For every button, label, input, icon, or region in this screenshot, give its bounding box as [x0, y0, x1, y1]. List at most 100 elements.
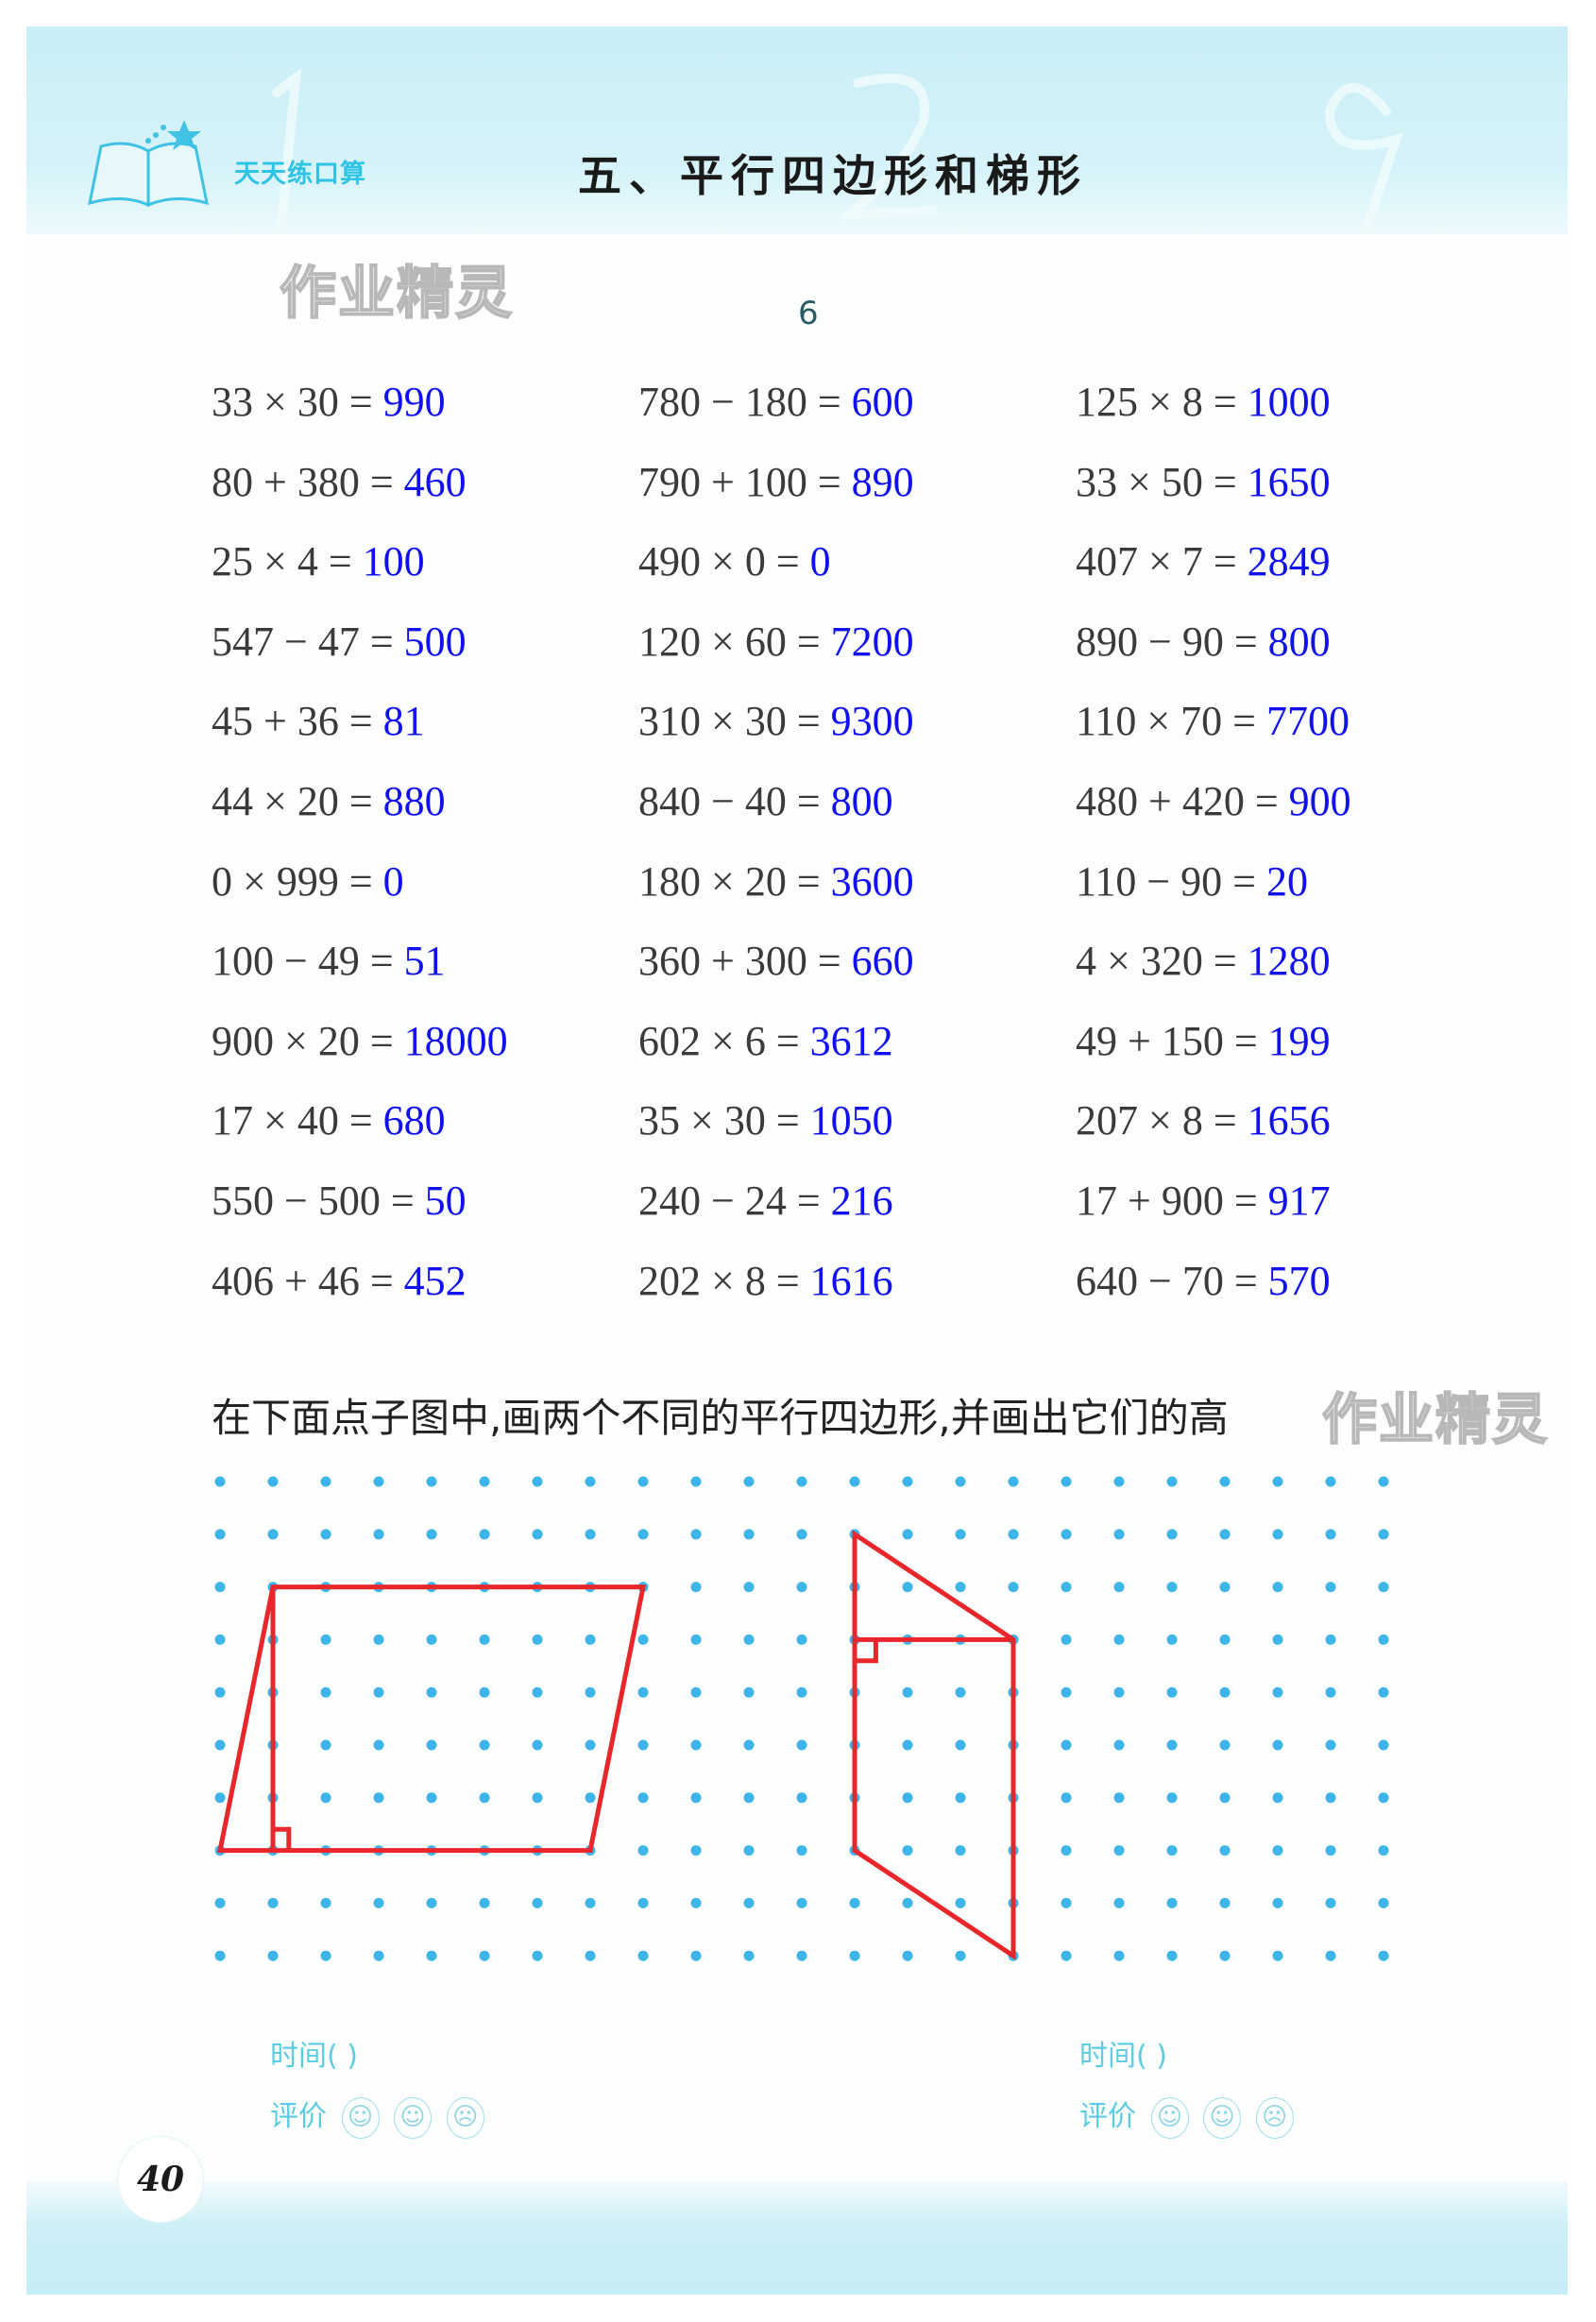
grid-dot[interactable]: [532, 1897, 543, 1908]
grid-dot[interactable]: [214, 1529, 226, 1540]
grid-dot[interactable]: [214, 1686, 226, 1698]
grid-dot[interactable]: [214, 1582, 226, 1593]
grid-dot[interactable]: [637, 1845, 649, 1856]
grid-dot[interactable]: [1378, 1686, 1389, 1698]
grid-dot[interactable]: [1219, 1529, 1231, 1540]
grid-dot[interactable]: [1008, 1529, 1019, 1540]
grid-dot[interactable]: [743, 1950, 755, 1961]
grid-dot[interactable]: [1219, 1634, 1231, 1645]
big-smile-face-icon[interactable]: ☺: [1150, 2096, 1189, 2139]
smile-face-icon[interactable]: ☺: [394, 2096, 433, 2139]
grid-dot[interactable]: [373, 1476, 384, 1487]
grid-dot[interactable]: [1272, 1792, 1283, 1804]
grid-dot[interactable]: [637, 1634, 649, 1645]
grid-dot[interactable]: [1378, 1634, 1389, 1645]
grid-dot[interactable]: [1113, 1529, 1125, 1540]
grid-dot[interactable]: [902, 1950, 913, 1961]
grid-dot[interactable]: [955, 1845, 966, 1856]
grid-dot[interactable]: [1272, 1950, 1283, 1961]
grid-dot[interactable]: [1113, 1686, 1125, 1698]
grid-dot[interactable]: [637, 1792, 649, 1804]
grid-dot[interactable]: [1272, 1582, 1283, 1593]
grid-dot[interactable]: [479, 1792, 490, 1804]
grid-dot[interactable]: [743, 1897, 755, 1908]
grid-dot[interactable]: [1061, 1739, 1072, 1751]
grid-dot[interactable]: [637, 1476, 649, 1487]
grid-dot[interactable]: [1378, 1529, 1389, 1540]
grid-dot[interactable]: [373, 1792, 384, 1804]
grid-dot[interactable]: [743, 1582, 755, 1593]
grid-dot[interactable]: [1219, 1686, 1231, 1698]
grid-dot[interactable]: [373, 1739, 384, 1751]
grid-dot[interactable]: [426, 1792, 437, 1804]
grid-dot[interactable]: [1325, 1950, 1336, 1961]
grid-dot[interactable]: [320, 1792, 331, 1804]
grid-dot[interactable]: [479, 1950, 490, 1961]
grid-dot[interactable]: [532, 1686, 543, 1698]
grid-dot[interactable]: [426, 1476, 437, 1487]
grid-dot[interactable]: [1378, 1845, 1389, 1856]
grid-dot[interactable]: [532, 1476, 543, 1487]
grid-dot[interactable]: [955, 1686, 966, 1698]
grid-dot[interactable]: [426, 1529, 437, 1540]
grid-dot[interactable]: [1113, 1950, 1125, 1961]
grid-dot[interactable]: [1219, 1582, 1231, 1593]
grid-dot[interactable]: [690, 1792, 702, 1804]
grid-dot[interactable]: [1113, 1634, 1125, 1645]
grid-dot[interactable]: [1378, 1739, 1389, 1751]
grid-dot[interactable]: [690, 1634, 702, 1645]
grid-dot[interactable]: [479, 1529, 490, 1540]
grid-dot[interactable]: [1166, 1686, 1178, 1698]
grid-dot[interactable]: [690, 1739, 702, 1751]
grid-dot[interactable]: [585, 1792, 596, 1804]
grid-dot[interactable]: [1166, 1529, 1178, 1540]
grid-dot[interactable]: [1378, 1792, 1389, 1804]
grid-dot[interactable]: [1325, 1634, 1336, 1645]
grid-dot[interactable]: [1008, 1476, 1019, 1487]
grid-dot[interactable]: [796, 1897, 807, 1908]
grid-dot[interactable]: [902, 1476, 913, 1487]
smile-face-icon[interactable]: ☺: [1203, 2096, 1242, 2139]
grid-dot[interactable]: [955, 1476, 966, 1487]
grid-dot[interactable]: [1061, 1792, 1072, 1804]
grid-dot[interactable]: [743, 1634, 755, 1645]
grid-dot[interactable]: [1378, 1950, 1389, 1961]
grid-dot[interactable]: [743, 1792, 755, 1804]
grid-dot[interactable]: [320, 1950, 331, 1961]
grid-dot[interactable]: [214, 1739, 226, 1751]
grid-dot[interactable]: [1325, 1686, 1336, 1698]
grid-dot[interactable]: [796, 1582, 807, 1593]
grid-dot[interactable]: [902, 1529, 913, 1540]
grid-dot[interactable]: [585, 1634, 596, 1645]
grid-dot[interactable]: [1272, 1845, 1283, 1856]
grid-dot[interactable]: [1166, 1845, 1178, 1856]
grid-dot[interactable]: [796, 1739, 807, 1751]
grid-dot[interactable]: [690, 1476, 702, 1487]
grid-dot[interactable]: [955, 1950, 966, 1961]
grid-dot[interactable]: [743, 1845, 755, 1856]
grid-dot[interactable]: [902, 1686, 913, 1698]
grid-dot[interactable]: [1325, 1792, 1336, 1804]
grid-dot[interactable]: [1272, 1476, 1283, 1487]
grid-dot[interactable]: [1166, 1476, 1178, 1487]
grid-dot[interactable]: [1378, 1897, 1389, 1908]
grid-dot[interactable]: [585, 1897, 596, 1908]
grid-dot[interactable]: [532, 1529, 543, 1540]
grid-dot[interactable]: [743, 1529, 755, 1540]
grid-dot[interactable]: [214, 1950, 226, 1961]
grid-dot[interactable]: [849, 1897, 860, 1908]
grid-dot[interactable]: [320, 1529, 331, 1540]
grid-dot[interactable]: [690, 1686, 702, 1698]
grid-dot[interactable]: [320, 1686, 331, 1698]
grid-dot[interactable]: [426, 1686, 437, 1698]
grid-dot[interactable]: [902, 1792, 913, 1804]
grid-dot[interactable]: [1113, 1739, 1125, 1751]
grid-dot[interactable]: [902, 1582, 913, 1593]
grid-dot[interactable]: [1378, 1582, 1389, 1593]
grid-dot[interactable]: [743, 1686, 755, 1698]
grid-dot[interactable]: [796, 1686, 807, 1698]
grid-dot[interactable]: [320, 1739, 331, 1751]
grid-dot[interactable]: [320, 1476, 331, 1487]
grid-dot[interactable]: [373, 1634, 384, 1645]
grid-dot[interactable]: [585, 1476, 596, 1487]
